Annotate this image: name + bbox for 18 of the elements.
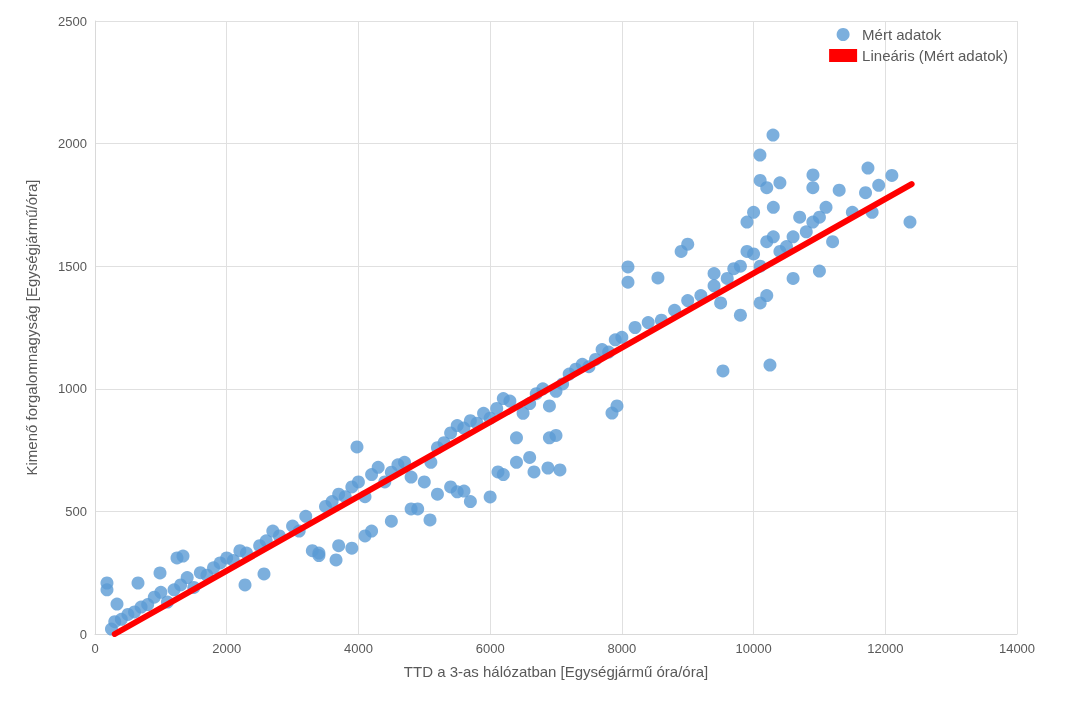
y-tick-label: 1500 <box>58 258 87 274</box>
y-tick-label: 1000 <box>58 381 87 397</box>
x-axis-title: TTD a 3-as hálózatban [Egységjármű óra/óra] <box>403 663 709 680</box>
x-tick-label: 4000 <box>343 641 373 656</box>
y-tick-label: 0 <box>79 626 87 642</box>
x-tick-label: 2000 <box>212 641 242 656</box>
legend-label: Mért adatok <box>862 26 942 43</box>
y-tick-label: 2000 <box>58 136 87 152</box>
y-axis-title: Kimenő forgalomnagyság [Egységjármű/óra] <box>23 179 40 476</box>
y-tick-label: 2500 <box>58 13 87 29</box>
x-tick-label: 6000 <box>475 641 505 656</box>
legend-label: Lineáris (Mért adatok) <box>862 47 1009 64</box>
x-tick-label: 14000 <box>998 641 1036 656</box>
x-tick-label: 10000 <box>735 641 772 656</box>
x-tick-label: 12000 <box>867 641 904 656</box>
x-tick-label: 0 <box>91 641 99 656</box>
y-tick-label: 500 <box>65 503 87 519</box>
x-tick-label: 8000 <box>607 641 637 656</box>
